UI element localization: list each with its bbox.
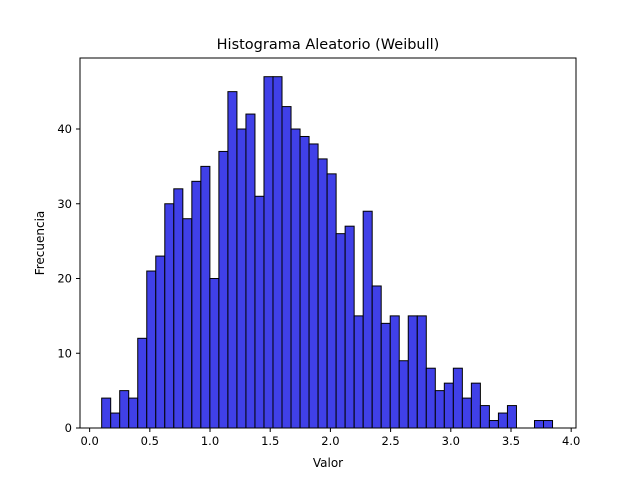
histogram-bar (488, 420, 499, 429)
x-tick-label: 3.0 (442, 434, 460, 448)
histogram-bar (281, 106, 292, 429)
histogram-bar (272, 76, 283, 429)
histogram-bar (362, 210, 373, 429)
x-tick-label: 3.5 (502, 434, 520, 448)
histogram-bar (128, 397, 139, 429)
histogram-bar (353, 315, 364, 429)
x-tick-label: 4.0 (562, 434, 580, 448)
x-tick-label: 2.5 (381, 434, 399, 448)
y-tick-label: 30 (57, 197, 72, 211)
histogram-bar (173, 188, 184, 429)
x-axis-label: Valor (313, 456, 343, 470)
histogram-bar (335, 233, 346, 429)
histogram-bar (344, 225, 355, 429)
histogram-bar (543, 420, 554, 429)
histogram-bar (497, 412, 508, 429)
histogram-bar (254, 195, 265, 429)
histogram-bar (425, 367, 436, 429)
histogram-bar (398, 360, 409, 429)
histogram-bar (299, 135, 310, 429)
histogram-bar (461, 397, 472, 429)
histogram-bar (164, 203, 175, 429)
histogram-bar (317, 158, 328, 429)
histogram-bar (200, 165, 211, 429)
histogram-bar (533, 420, 545, 429)
histogram-bar (155, 255, 166, 429)
histogram-bar (218, 150, 229, 429)
histogram-bar (290, 128, 301, 429)
histogram-bar (263, 76, 274, 429)
histogram-bar (416, 315, 427, 429)
histogram-bar (236, 128, 247, 429)
histogram-bar (434, 390, 445, 429)
histogram-bar (443, 382, 454, 429)
y-tick-label: 0 (65, 421, 72, 435)
plot-frame (79, 57, 577, 429)
histogram-bar (137, 337, 148, 429)
histogram-bar (146, 270, 157, 429)
histogram-bar (506, 405, 517, 429)
y-axis-label: Frecuencia (33, 211, 47, 276)
histogram-bar (191, 180, 202, 429)
histogram-bar (452, 367, 463, 429)
histogram-bar (119, 390, 130, 429)
x-tick-label: 2.0 (321, 434, 339, 448)
histogram-bar (380, 322, 391, 429)
histogram-bar (245, 113, 256, 429)
histogram-bar (389, 315, 400, 429)
x-tick-label: 0.0 (80, 434, 98, 448)
histogram-bar (227, 91, 238, 429)
histogram-bar (470, 382, 481, 429)
y-tick-label: 40 (57, 122, 72, 136)
histogram-bar (110, 412, 121, 429)
x-tick-label: 0.5 (141, 434, 159, 448)
histogram-bar (407, 315, 418, 429)
histogram-bar (101, 397, 112, 429)
histogram-bar (209, 278, 220, 429)
x-tick-label: 1.0 (201, 434, 219, 448)
histogram-bar (308, 143, 319, 429)
histogram-bar (371, 285, 382, 429)
y-tick-label: 10 (57, 346, 72, 360)
histogram-bar (326, 173, 337, 429)
chart-title: Histograma Aleatorio (Weibull) (217, 37, 440, 53)
x-axis-ticks: 0.0 0.5 1.0 1.5 2.0 2.5 3.0 3.5 4.0 (80, 428, 580, 448)
y-tick-label: 20 (57, 272, 72, 286)
histogram-bar (182, 218, 193, 429)
x-tick-label: 1.5 (261, 434, 279, 448)
histogram-bar (479, 405, 490, 429)
y-axis-ticks: 0 10 20 30 40 (57, 122, 80, 435)
